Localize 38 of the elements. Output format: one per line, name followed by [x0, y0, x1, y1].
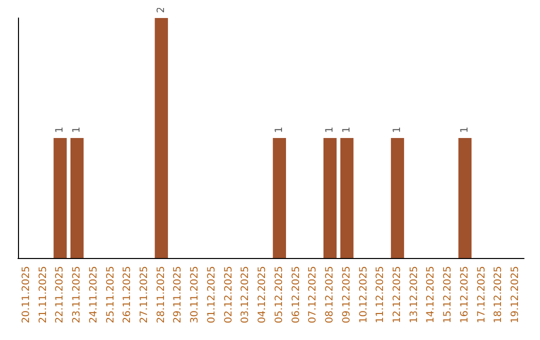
x-tick-label: 22.11.2025: [54, 266, 66, 324]
data-label: 1: [324, 126, 336, 133]
x-tick-label: 11.12.2025: [375, 266, 386, 324]
x-tick-label: 23.11.2025: [72, 266, 83, 324]
x-tick-label: 30.11.2025: [190, 266, 201, 324]
data-label: 1: [274, 126, 285, 133]
x-tick-label: 17.12.2025: [476, 266, 488, 324]
x-tick-label: 19.12.2025: [510, 266, 522, 324]
x-tick-label: 01.12.2025: [206, 266, 218, 324]
x-tick-label: 26.11.2025: [122, 266, 134, 324]
x-tick-label: 18.12.2025: [493, 266, 504, 324]
x-tick-label: 12.12.2025: [392, 266, 403, 324]
x-tick-label: 15.12.2025: [442, 266, 454, 324]
data-label: 1: [72, 126, 83, 133]
x-tick-label: 20.11.2025: [20, 266, 32, 324]
x-tick-label: 09.12.2025: [341, 266, 352, 324]
x-tick-label: 27.11.2025: [139, 266, 150, 324]
data-label: 1: [392, 126, 403, 133]
x-tick-label: 08.12.2025: [324, 266, 336, 324]
x-tick-label: 14.12.2025: [426, 266, 437, 324]
x-tick-label: 10.12.2025: [358, 266, 370, 324]
data-label: 1: [459, 126, 470, 133]
data-label: 2: [156, 6, 167, 13]
x-tick-label: 04.12.2025: [257, 266, 268, 324]
x-tick-label: 25.11.2025: [105, 266, 116, 324]
x-tick-label: 03.12.2025: [240, 266, 252, 324]
x-tick-label: 06.12.2025: [290, 266, 302, 324]
data-label: 1: [341, 126, 352, 133]
x-tick-label: 05.12.2025: [274, 266, 285, 324]
x-tick-label: 29.11.2025: [172, 266, 184, 324]
x-tick-label: 24.11.2025: [88, 266, 100, 324]
x-tick-label: 16.12.2025: [459, 266, 470, 324]
x-tick-label: 07.12.2025: [308, 266, 319, 324]
x-tick-label: 21.11.2025: [38, 266, 49, 324]
x-tick-label: 13.12.2025: [408, 266, 420, 324]
x-tick-label: 02.12.2025: [223, 266, 234, 324]
data-label: 1: [54, 126, 66, 133]
x-tick-label: 28.11.2025: [156, 266, 167, 324]
